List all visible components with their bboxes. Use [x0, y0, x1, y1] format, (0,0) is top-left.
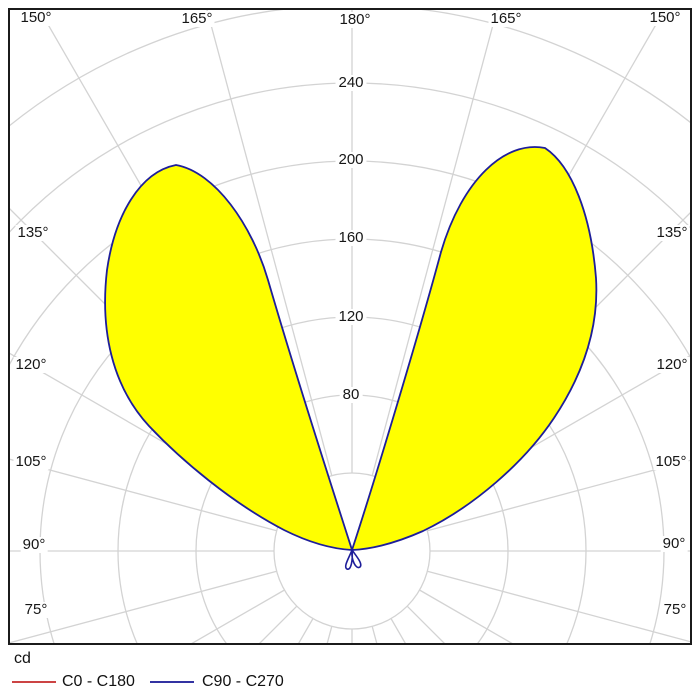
grid-spoke: [419, 589, 515, 644]
angle-label-top-165: 165°: [179, 10, 215, 27]
angle-label-right-135: 135°: [654, 224, 690, 241]
angle-label-left-75: 75°: [22, 601, 50, 618]
intensity-distribution: [104, 146, 598, 570]
angle-label-left-90: 90°: [20, 536, 48, 553]
angle-label-top-150r: 150°: [647, 9, 683, 26]
radial-tick-label-240: 240: [335, 75, 367, 91]
grid-spoke: [9, 570, 277, 644]
grid-spoke: [206, 9, 333, 476]
angle-label-right-75: 75°: [661, 601, 689, 618]
grid-spoke: [427, 459, 691, 532]
legend-label-c0-c180: C0 - C180: [62, 673, 135, 690]
angle-label-left-105: 105°: [13, 453, 49, 470]
chart-frame: [8, 8, 692, 645]
grid-spoke: [189, 589, 285, 644]
unit-label: cd: [14, 650, 31, 667]
radial-tick-label-160: 160: [335, 230, 367, 246]
radial-tick-label-200: 200: [335, 152, 367, 168]
grid-ring-280: [9, 9, 691, 128]
grid-spoke: [371, 9, 498, 476]
radial-tick-label-120: 120: [335, 309, 367, 325]
intensity-lobe-right: [351, 146, 598, 551]
grid-spoke: [427, 570, 691, 643]
origin-knot: [344, 549, 362, 570]
intensity-lobe-left: [104, 164, 353, 551]
angle-label-top-165r: 165°: [488, 10, 524, 27]
grid-spoke: [9, 458, 277, 532]
angle-label-left-135: 135°: [15, 224, 51, 241]
legend-label-c90-c270: C90 - C270: [202, 673, 284, 690]
angle-label-right-105: 105°: [653, 453, 689, 470]
angle-label-right-90: 90°: [660, 535, 688, 552]
angle-label-left-120: 120°: [13, 356, 49, 373]
legend: cd C0 - C180 C90 - C270: [0, 648, 700, 700]
radial-tick-label-80: 80: [339, 387, 363, 403]
legend-line-c90-c270: [150, 681, 194, 683]
legend-line-c0-c180: [12, 681, 56, 683]
angle-label-right-120: 120°: [654, 356, 690, 373]
angle-label-top-150: 150°: [18, 9, 54, 26]
angle-label-top-180: 180°: [337, 11, 373, 28]
